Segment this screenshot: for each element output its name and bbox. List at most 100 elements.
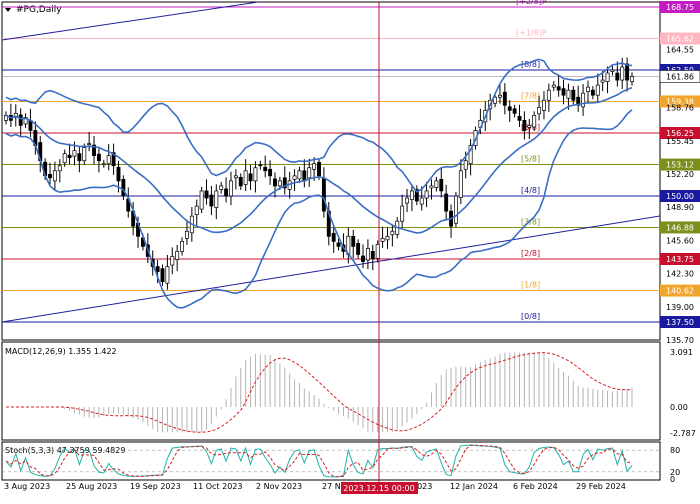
candle-body: [52, 170, 57, 182]
candle-body: [595, 84, 600, 96]
candle-body: [302, 170, 307, 182]
candle-body: [282, 177, 287, 189]
candle-body: [185, 230, 189, 239]
candle-body: [336, 242, 341, 247]
symbol-title: #PG,Daily: [16, 5, 62, 15]
murrey-level-label: [3/8]: [521, 217, 540, 226]
candle-body: [532, 115, 537, 128]
candle-body: [493, 96, 498, 104]
candle-body: [556, 86, 561, 91]
candle-body: [106, 155, 111, 165]
time-axis-label: 3 Aug 2023: [4, 482, 50, 491]
murrey-level-label: [4/8]: [521, 186, 540, 195]
price-axis-tick: 139.00: [666, 303, 694, 312]
candle-body: [507, 106, 512, 111]
price-tag-text: 137.50: [666, 318, 694, 327]
candle-body: [424, 190, 429, 199]
price-axis-tick: 148.90: [666, 203, 694, 212]
price-tag-text: 156.25: [666, 129, 694, 138]
candle-body: [268, 168, 273, 177]
candle-body: [561, 88, 566, 96]
price-tag: [660, 221, 700, 234]
candle-body: [263, 166, 268, 172]
candle-body: [400, 205, 405, 222]
candle-body: [331, 232, 336, 242]
candle-body: [390, 230, 395, 236]
candle-body: [307, 167, 312, 179]
bollinger-lower: [5, 109, 633, 309]
cursor-date-text: 2023.12.15 00:00: [343, 484, 414, 493]
candle-body: [502, 91, 507, 106]
candle-body: [82, 147, 87, 162]
murrey-level-label: [8/8]: [521, 60, 540, 69]
current-price-tag: [659, 70, 700, 83]
candle-body: [610, 69, 615, 72]
candle-body: [546, 89, 551, 101]
candle-body: [429, 185, 434, 189]
candle-body: [498, 94, 502, 98]
lower-trendline: [1, 215, 661, 323]
candle-body: [170, 256, 175, 266]
candle-body: [101, 163, 106, 166]
murrey-level-label: [1/8]: [521, 281, 540, 290]
candle-body: [625, 63, 630, 81]
murrey-level-label: [+1/8]P: [516, 29, 547, 38]
dropdown-icon[interactable]: [5, 8, 11, 12]
price-tag-text: 150.00: [666, 192, 694, 201]
candle-body: [273, 178, 277, 187]
murrey-level-label: [2/8]: [521, 249, 540, 258]
price-tag-text: 168.75: [666, 3, 694, 12]
stoch-label: Stoch(5,3,3) 47.3759 59.4829: [5, 446, 125, 455]
candle-body: [351, 235, 356, 247]
candle-body: [258, 164, 263, 167]
candle-body: [405, 197, 409, 204]
stoch-main-line: [5, 444, 633, 478]
price-tag-text: 165.62: [666, 35, 694, 44]
candle-body: [361, 255, 365, 262]
candle-body: [605, 72, 610, 82]
time-axis-label: 19 Sep 2023: [130, 482, 181, 491]
candle-body: [566, 89, 571, 99]
candle-body: [522, 120, 527, 131]
candle-body: [356, 243, 361, 255]
candle-body: [204, 190, 209, 199]
stoch-axis-tick: 80: [670, 446, 680, 455]
candle-body: [600, 79, 605, 83]
stoch-axis-tick: 0: [670, 475, 675, 484]
macd-signal-line: [6, 352, 632, 433]
current-price-text: 161.86: [666, 72, 694, 81]
time-axis-label: 27 N: [322, 482, 341, 491]
candle-body: [453, 195, 458, 224]
candle-body: [571, 89, 576, 101]
macd-axis-tick: 3.091: [670, 348, 693, 357]
upper-trendline: [1, 1, 259, 41]
time-axis-label: 6 Feb 2024: [513, 482, 558, 491]
candle-body: [111, 152, 116, 167]
time-axis-label: 12 Jan 2024: [450, 482, 498, 491]
candle-body: [214, 190, 219, 208]
candle-body: [551, 84, 556, 88]
time-axis-label: 29 Feb 2024: [576, 482, 626, 491]
murrey-level-label: [+2/8]P: [516, 0, 547, 6]
stoch-panel-frame: [1, 441, 661, 481]
candle-body: [18, 114, 23, 126]
candle-body: [77, 153, 82, 162]
price-axis-tick: 164.55: [666, 45, 694, 54]
candle-body: [194, 205, 199, 215]
candle-body: [238, 177, 243, 187]
candle-body: [62, 153, 67, 164]
murrey-level-label: [0/8]: [521, 312, 540, 321]
bollinger-upper: [5, 58, 633, 193]
candle-body: [253, 167, 258, 182]
candle-body: [297, 170, 302, 180]
candle-body: [380, 237, 385, 242]
price-axis-tick: 142.30: [666, 270, 694, 279]
candle-body: [468, 145, 473, 165]
candle-body: [224, 188, 229, 197]
candle-body: [375, 244, 380, 259]
main-panel-frame: [1, 1, 661, 341]
price-tag-text: 143.75: [666, 255, 694, 264]
candle-body: [72, 150, 77, 157]
